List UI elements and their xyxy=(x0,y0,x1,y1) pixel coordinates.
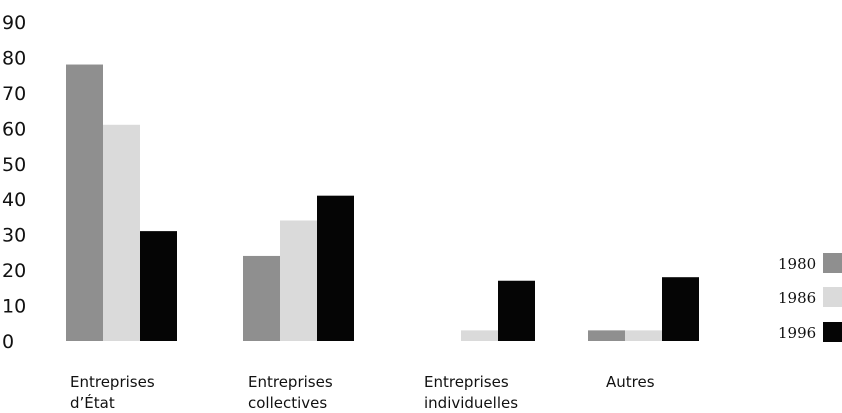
category-label: Entreprises xyxy=(70,373,155,391)
y-axis: 0 10 20 30 40 50 60 70 80 90 xyxy=(2,12,26,353)
y-tick-label: 10 xyxy=(2,296,26,318)
bar-1986-1 xyxy=(280,220,317,341)
bars xyxy=(66,64,699,342)
bar-1986-3 xyxy=(625,330,662,341)
y-tick-label: 90 xyxy=(2,12,26,34)
bar-1996-1 xyxy=(317,195,354,341)
y-tick-label: 50 xyxy=(2,154,26,176)
y-tick-label: 70 xyxy=(2,83,26,105)
bar-1996-2 xyxy=(498,280,535,341)
y-tick-label: 30 xyxy=(2,225,26,247)
bar-1996-3 xyxy=(662,277,699,341)
legend-swatch xyxy=(823,253,842,273)
x-axis-labels: Entreprises d’État Entreprises collectives E… xyxy=(70,373,655,412)
category-label: Entreprises xyxy=(248,373,333,391)
y-tick-label: 0 xyxy=(2,331,14,353)
bar-1980-1 xyxy=(243,255,280,341)
category-label: collectives xyxy=(248,394,327,412)
bar-1986-2 xyxy=(461,330,498,341)
legend-swatch xyxy=(823,322,842,342)
y-tick-label: 80 xyxy=(2,47,26,69)
category-label: Entreprises xyxy=(424,373,509,391)
bar-1980-0 xyxy=(66,64,103,342)
category-label: d’État xyxy=(70,393,115,412)
category-label: individuelles xyxy=(424,394,518,412)
bar-1996-0 xyxy=(140,231,177,341)
legend: 1980 1986 1996 xyxy=(778,253,842,342)
legend-swatch xyxy=(823,287,842,307)
bar-1980-3 xyxy=(588,330,625,341)
y-tick-label: 60 xyxy=(2,118,26,140)
bar-1986-0 xyxy=(103,124,140,342)
legend-label: 1996 xyxy=(778,324,816,342)
legend-label: 1980 xyxy=(778,255,816,273)
category-label: Autres xyxy=(606,373,655,391)
y-tick-label: 20 xyxy=(2,260,26,282)
y-tick-label: 40 xyxy=(2,189,26,211)
legend-label: 1986 xyxy=(778,289,816,307)
